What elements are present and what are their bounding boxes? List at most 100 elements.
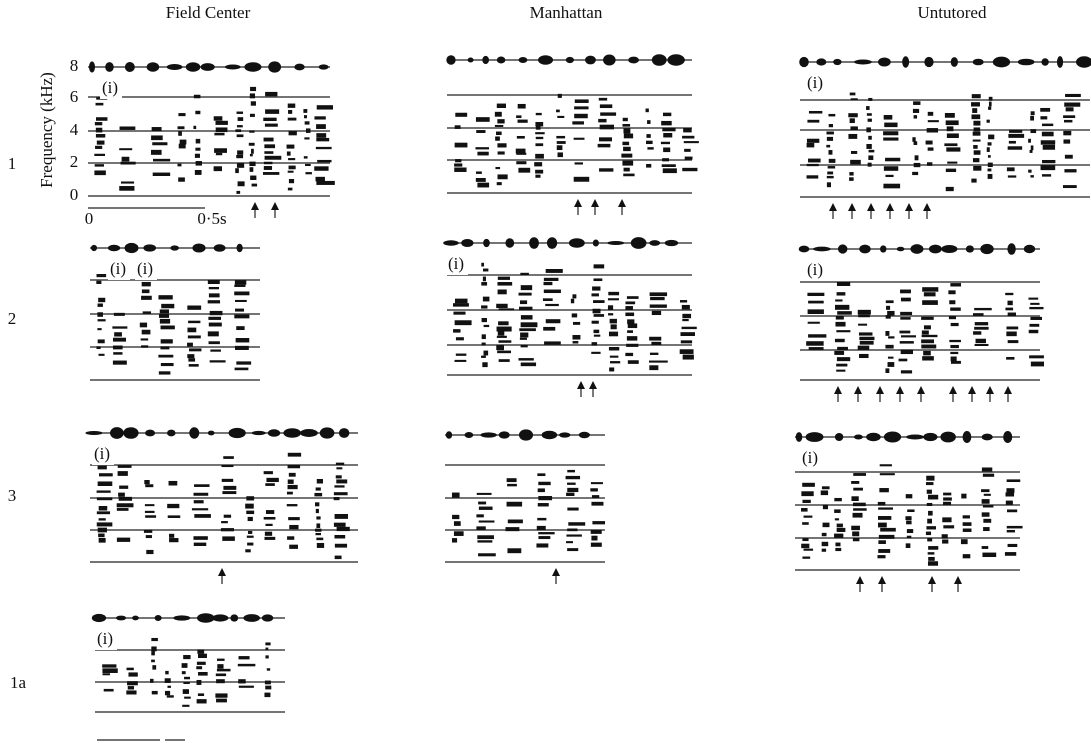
- spectrogram-blob: [144, 530, 152, 533]
- waveform-burst: [963, 431, 972, 443]
- spectrogram-blob: [594, 314, 604, 317]
- spectrogram-blob: [627, 330, 633, 333]
- arrow-head: [949, 386, 957, 394]
- spectrogram-blob: [886, 306, 890, 310]
- spectrogram-blob: [987, 147, 990, 152]
- spectrogram-blob: [975, 344, 989, 346]
- spectrogram-blob: [495, 167, 500, 169]
- spectrogram-blob: [982, 499, 990, 504]
- spectrogram-blob: [827, 172, 833, 175]
- spectrogram-blob: [623, 129, 630, 134]
- waveform-burst: [482, 56, 489, 64]
- spectrogram-blob: [1031, 362, 1044, 367]
- spectrogram-blob: [263, 118, 276, 121]
- spectrogram-blob: [888, 357, 894, 359]
- spectrogram-blob: [624, 168, 630, 172]
- spectrogram-blob: [520, 333, 528, 338]
- spectrogram-blob: [289, 525, 298, 529]
- spectrogram-blob: [926, 482, 934, 485]
- spectrogram-blob: [250, 154, 253, 157]
- spectrogram-blob: [963, 515, 970, 518]
- spectrogram-blob: [455, 125, 461, 129]
- spectrogram-blob: [248, 531, 252, 534]
- waveform-burst: [499, 431, 510, 438]
- spectrogram-blob: [482, 343, 486, 346]
- spectrogram-blob: [927, 503, 932, 506]
- spectrogram-blob: [264, 537, 275, 540]
- spectrogram-blob: [1042, 124, 1053, 126]
- spectrogram-blob: [517, 136, 525, 139]
- spectrogram-blob: [208, 280, 220, 284]
- spectrogram-blob: [1007, 479, 1021, 482]
- spectrogram-blob: [835, 299, 842, 301]
- waveform-burst: [593, 239, 599, 246]
- spectrogram-blob: [574, 138, 585, 140]
- spectrogram-blob: [140, 323, 147, 328]
- spectrogram-blob: [98, 466, 107, 470]
- spectrogram-blob: [452, 538, 457, 542]
- spectrogram-blob: [682, 327, 697, 329]
- spectrogram-blob: [572, 121, 584, 124]
- spectrogram-blob: [249, 162, 255, 166]
- spectrogram-blob: [178, 131, 182, 135]
- spectrogram-blob: [222, 479, 233, 482]
- arrow-head: [876, 386, 884, 394]
- spectrogram-blob: [142, 330, 151, 335]
- spectrogram-blob: [235, 300, 247, 302]
- spectrogram-blob: [314, 116, 325, 119]
- spectrogram-blob: [289, 179, 294, 183]
- tick-label: 0: [70, 185, 79, 204]
- spectrogram-blob: [223, 456, 234, 459]
- spectrogram-blob: [1030, 303, 1039, 305]
- spectrogram-blob: [1008, 146, 1022, 149]
- spectrogram-blob: [234, 285, 245, 287]
- spectrogram-blob: [304, 137, 309, 139]
- waveform-burst: [170, 245, 179, 250]
- spectrogram-blob: [913, 101, 920, 105]
- spectrogram-blob: [850, 118, 855, 123]
- spectrogram-blob: [914, 115, 917, 118]
- spectrogram-blob: [146, 535, 152, 538]
- spectrogram-blob: [868, 163, 872, 167]
- spectrogram-blob: [288, 171, 294, 173]
- spectrogram-blob: [922, 335, 938, 337]
- spectrogram-blob: [128, 672, 137, 676]
- spectrogram-blob: [600, 112, 616, 115]
- spectrogram-blob: [1064, 169, 1076, 172]
- arrow-head: [854, 386, 862, 394]
- spectrogram-blob: [238, 181, 245, 186]
- spectrogram-blob: [808, 322, 820, 324]
- spectrogram-blob: [483, 269, 488, 272]
- spectrogram-blob: [316, 133, 326, 138]
- spectrogram-blob: [316, 533, 321, 535]
- spectrogram-blob: [849, 177, 854, 181]
- spectrogram-blob: [316, 138, 329, 141]
- spectrogram-blob: [151, 150, 162, 155]
- spectrogram-blob: [835, 305, 849, 310]
- spectrogram-blob: [809, 111, 822, 114]
- spectrogram-blob: [536, 126, 541, 129]
- spectrogram-blob: [195, 148, 200, 151]
- spectrogram-blob: [146, 550, 153, 554]
- spectrogram-blob: [1064, 103, 1080, 107]
- spectrogram-blob: [97, 511, 110, 514]
- spectrogram-blob: [1040, 116, 1047, 119]
- spectrogram-blob: [858, 324, 867, 326]
- spectrogram-blob: [265, 655, 268, 658]
- spectrogram-blob: [215, 121, 227, 125]
- spectrogram-blob: [544, 290, 561, 294]
- spectrogram-blob: [848, 113, 857, 117]
- spectrogram-blob: [507, 484, 517, 486]
- spectrogram-blob: [608, 305, 613, 310]
- spectrogram-blob: [928, 552, 935, 554]
- spectrogram-blob: [591, 502, 603, 506]
- spectrogram-blob: [496, 132, 502, 135]
- spectrogram-blob: [478, 502, 486, 505]
- spectrogram-blob: [834, 534, 843, 538]
- spectrogram-blob: [878, 540, 886, 544]
- spectrogram-blob: [94, 170, 105, 175]
- spectrogram-blob: [946, 169, 956, 172]
- spectrogram-blob: [507, 478, 517, 482]
- spectrogram-blob: [314, 166, 328, 170]
- spectrogram-blob: [946, 120, 959, 125]
